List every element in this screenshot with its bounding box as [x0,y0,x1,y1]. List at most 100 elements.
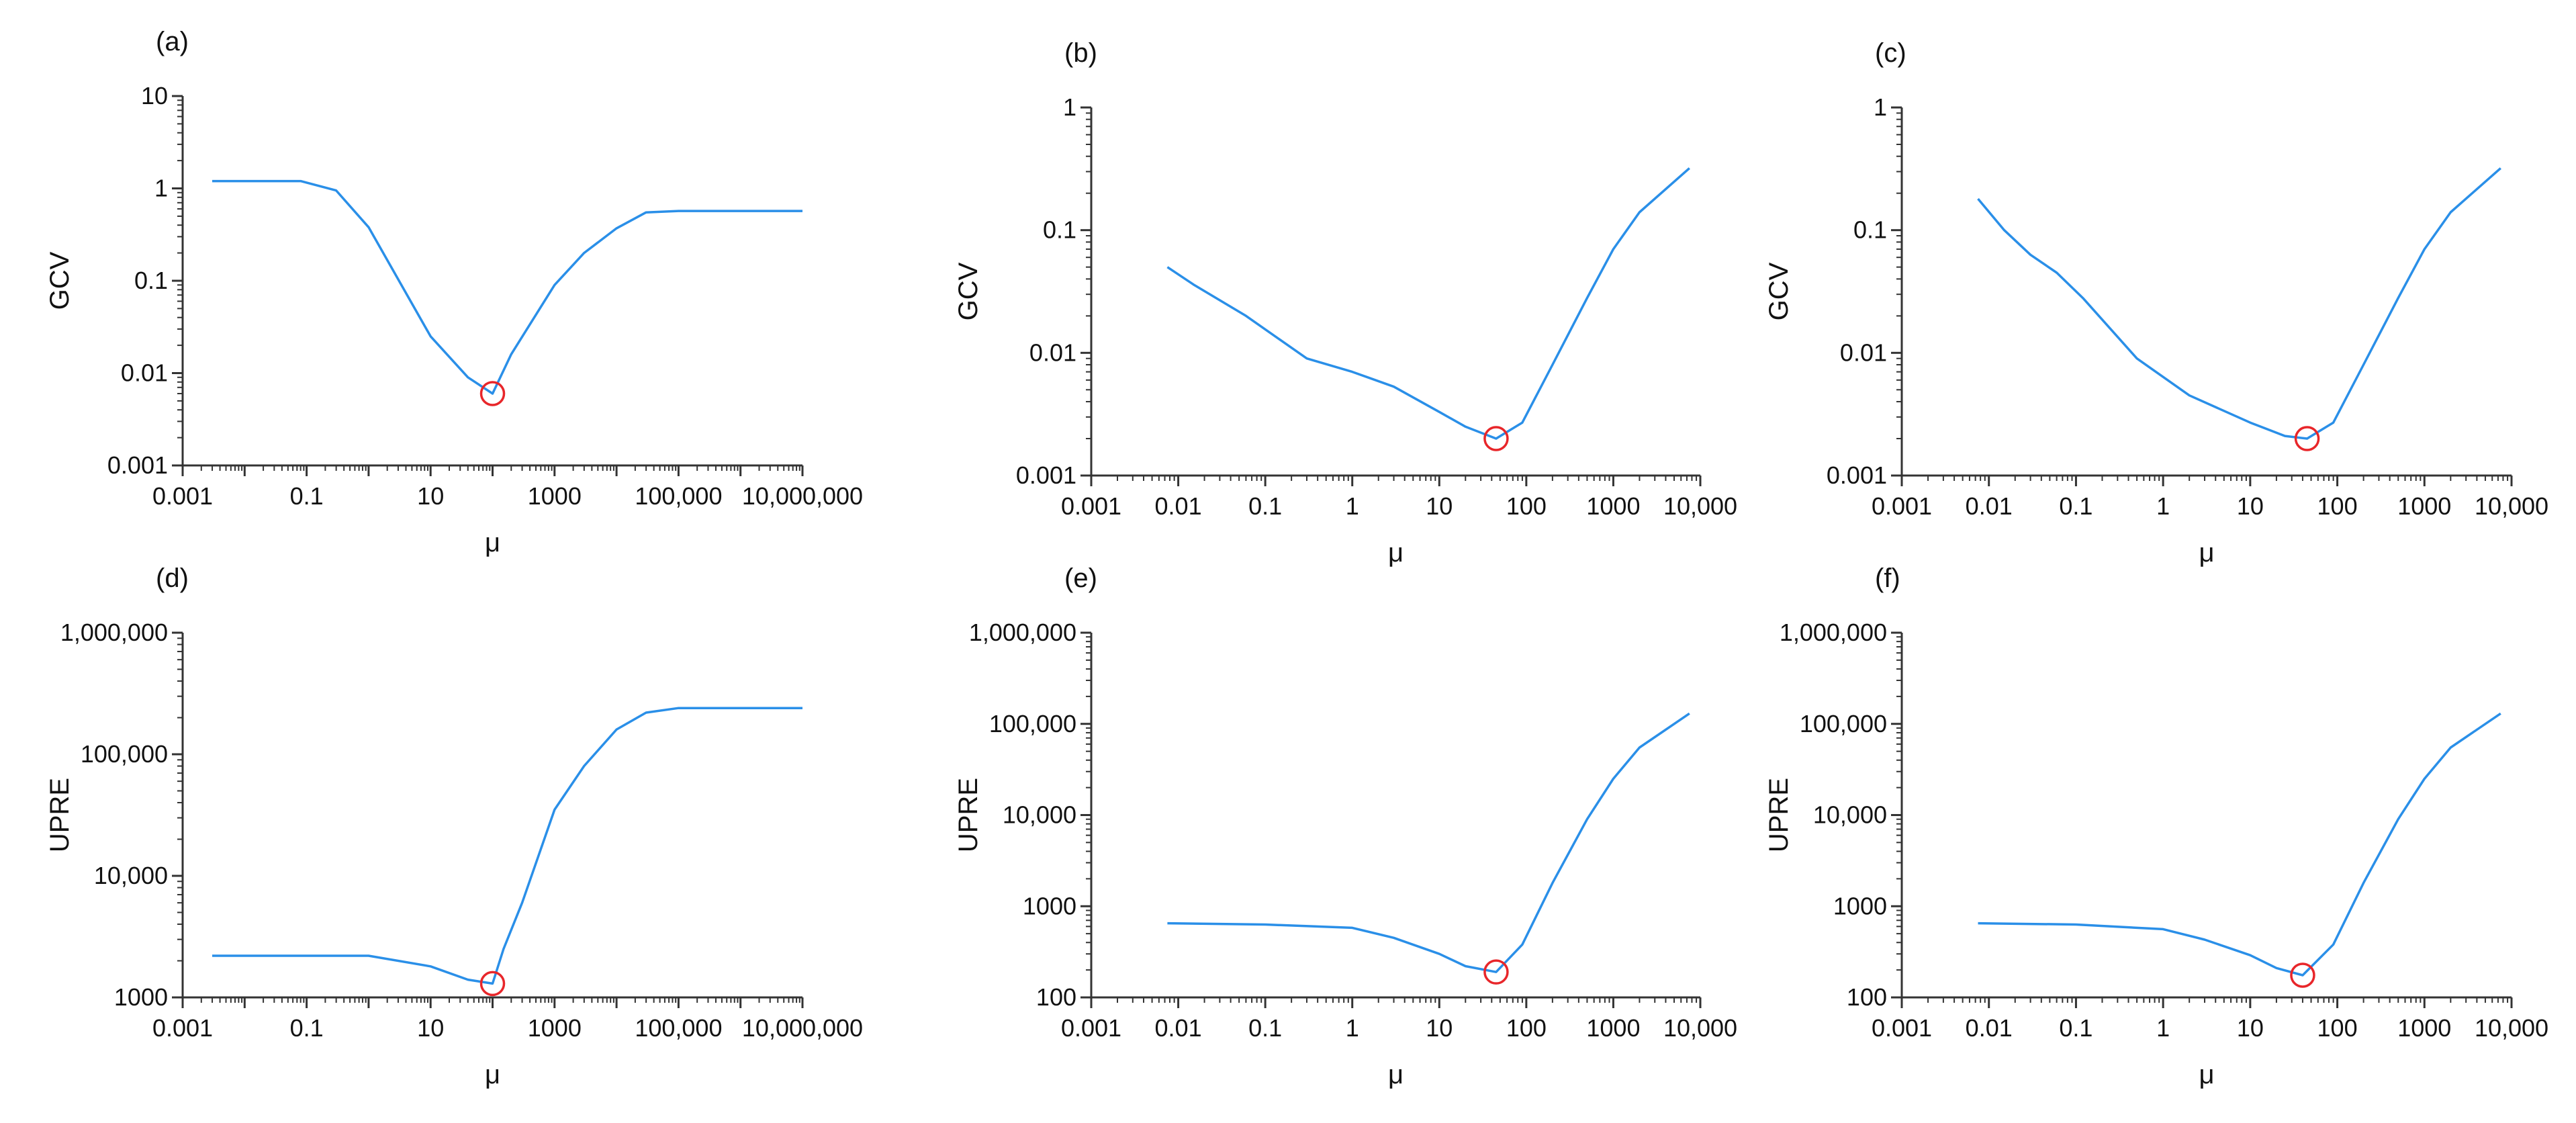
panel-letter: (f) [1875,564,1900,593]
x-tick-label: 0.1 [1248,1014,1282,1042]
y-axis-label: UPRE [45,778,75,852]
chart-panel-a: (a) 0.001 0.01 0.1 1 10 0.001 0.1 10 1000 100,000 1… [45,27,863,557]
chart-panel-c: (c) 0.001 0.01 0.1 1 0.001 0.01 0.1 1 10 100 1000 10… [1764,38,2548,568]
x-tick-label: 0.01 [1155,492,1202,520]
x-axis-label: μ [2199,1060,2214,1089]
x-tick-label: 10,000 [1663,492,1737,520]
y-tick-label: 10 [141,82,168,109]
y-tick-label: 0.1 [1043,216,1076,244]
minimum-marker-circle [479,971,506,997]
x-tick-label: 10 [2237,1014,2264,1042]
panel-letter: (e) [1064,564,1097,593]
y-tick-label: 100 [1036,983,1076,1011]
chart-panel-d: (d) 1000 10,000 100,000 1,000,000 0.001 0.1 10 1… [45,564,863,1089]
y-tick-label: 1000 [1023,892,1076,919]
x-tick-label: 1000 [2397,1014,2451,1042]
series-line [212,179,802,395]
x-tick-label: 0.1 [290,1014,324,1042]
y-axis-label: GCV [1764,262,1794,320]
x-tick-label: 100 [1506,1014,1547,1042]
x-tick-label: 10 [1426,1014,1453,1042]
x-tick-label: 10 [2237,492,2264,520]
y-axis-label: UPRE [954,778,983,852]
x-tick-label: 1 [2156,492,2170,520]
y-tick-label: 0.1 [1853,216,1887,244]
y-axis-label: GCV [954,262,983,320]
y-tick-label: 1 [1874,93,1887,121]
y-tick-label: 1 [1063,93,1076,121]
x-tick-label: 0.001 [1061,1014,1121,1042]
x-tick-label: 1 [1346,492,1359,520]
x-tick-label: 10 [417,1014,444,1042]
y-tick-label: 0.001 [1827,461,1887,489]
y-tick-label: 0.1 [134,267,168,294]
x-tick-label: 1 [1346,1014,1359,1042]
series-line [212,707,802,985]
x-axis-label: μ [485,528,500,557]
x-axis-label: μ [1388,1060,1404,1089]
y-tick-label: 100,000 [989,710,1076,737]
y-tick-label: 1,000,000 [1780,619,1887,646]
y-tick-label: 0.01 [121,359,168,387]
x-tick-label: 0.1 [2059,492,2092,520]
y-tick-label: 10,000 [94,862,168,889]
x-tick-label: 10,000 [2475,1014,2548,1042]
x-tick-label: 1 [2156,1014,2170,1042]
y-tick-label: 100,000 [1800,710,1887,737]
x-tick-label: 0.001 [1061,492,1121,520]
y-axis-label: UPRE [1764,778,1794,852]
x-tick-label: 10,000,000 [742,482,863,510]
x-tick-label: 0.01 [1966,492,2013,520]
y-tick-label: 1000 [1833,892,1887,919]
x-tick-label: 0.001 [1872,492,1932,520]
minimum-marker-circle [2290,962,2315,988]
x-tick-label: 0.001 [152,482,213,510]
x-tick-label: 0.01 [1966,1014,2013,1042]
y-tick-label: 0.001 [1016,461,1076,489]
x-axis-label: μ [485,1060,500,1089]
x-tick-label: 100 [2317,492,2358,520]
minimum-marker-circle [479,381,506,406]
x-tick-label: 10,000 [1663,1014,1737,1042]
y-tick-label: 100 [1847,983,1887,1011]
y-tick-label: 10,000 [1003,801,1076,829]
series-line [1978,712,2501,977]
x-tick-label: 100 [1506,492,1547,520]
panel-letter: (a) [156,27,189,56]
y-tick-label: 10,000 [1813,801,1887,829]
x-tick-label: 100,000 [635,482,722,510]
x-tick-label: 0.01 [1155,1014,1202,1042]
minimum-marker-circle [1483,426,1509,451]
x-tick-label: 10 [417,482,444,510]
y-tick-label: 1 [154,175,168,202]
x-tick-label: 10,000 [2475,492,2548,520]
y-tick-label: 1,000,000 [969,619,1076,646]
x-tick-label: 10,000,000 [742,1014,863,1042]
x-tick-label: 0.1 [290,482,324,510]
y-tick-label: 0.01 [1029,339,1076,366]
x-tick-label: 0.001 [1872,1014,1932,1042]
chart-panel-e: (e) 100 1000 10,000 100,000 1,000,000 0.001 0.0… [954,564,1737,1089]
x-tick-label: 0.001 [152,1014,213,1042]
panel-letter: (d) [156,564,189,593]
series-line [1167,712,1690,973]
x-tick-label: 1000 [1586,492,1640,520]
minimum-marker-circle [2294,426,2320,451]
y-tick-label: 1000 [114,983,168,1011]
y-tick-label: 0.001 [107,451,168,479]
y-tick-label: 0.01 [1840,339,1887,366]
x-tick-label: 1000 [1586,1014,1640,1042]
panel-letter: (b) [1064,38,1097,68]
x-tick-label: 100 [2317,1014,2358,1042]
series-line [1166,167,1690,440]
chart-panel-f: (f) 100 1000 10,000 100,000 1,000,000 0.001 0.0… [1764,564,2548,1089]
x-tick-label: 0.1 [1248,492,1282,520]
x-axis-label: μ [2199,538,2214,568]
x-tick-label: 100,000 [635,1014,722,1042]
minimum-marker-circle [1483,959,1509,985]
panel-letter: (c) [1875,38,1906,68]
x-axis-label: μ [1388,538,1404,568]
y-axis-label: GCV [45,251,75,310]
chart-panel-b: (b) 0.001 0.01 0.1 1 0.001 0.01 0.1 1 10 100 1000 10… [954,38,1737,568]
